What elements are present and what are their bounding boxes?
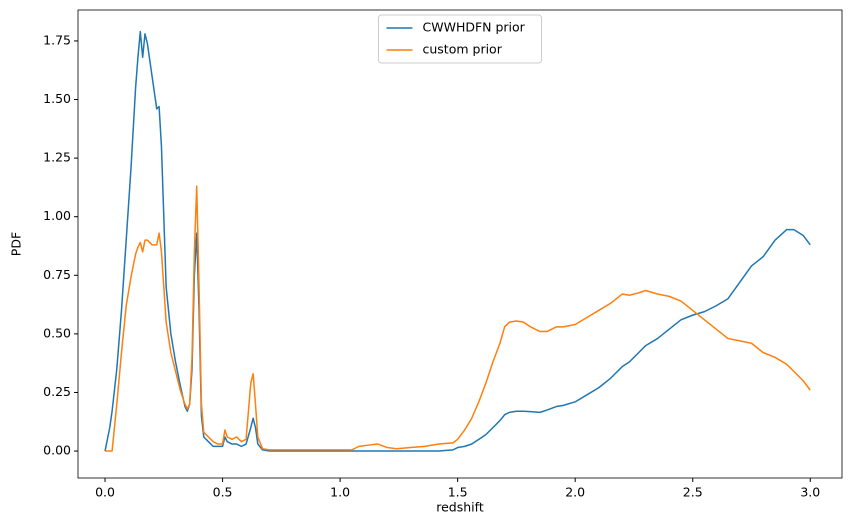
y-tick-label: 1.00: [43, 208, 71, 223]
y-tick-label: 0.50: [43, 325, 71, 340]
legend-label: custom prior: [423, 42, 503, 57]
y-tick-label: 1.25: [43, 150, 71, 165]
y-tick-label: 0.75: [43, 267, 71, 282]
y-tick-label: 1.50: [43, 91, 71, 106]
y-axis-label: PDF: [9, 232, 24, 256]
x-tick-label: 1.5: [448, 485, 468, 500]
legend-label: CWWHDFN prior: [423, 20, 526, 35]
y-tick-label: 1.75: [43, 32, 71, 47]
legend-box: [378, 14, 542, 64]
x-tick-label: 1.0: [330, 485, 350, 500]
x-tick-label: 0.0: [95, 485, 115, 500]
y-tick-label: 0.00: [43, 443, 71, 458]
x-tick-label: 0.5: [213, 485, 233, 500]
y-tick-label: 0.25: [43, 384, 71, 399]
x-axis-label: redshift: [436, 500, 484, 515]
series-line: [104, 30, 811, 452]
x-tick-label: 3.0: [800, 485, 820, 500]
series-line: [105, 185, 811, 452]
x-tick-label: 2.5: [683, 485, 703, 500]
axes-frame: [77, 9, 843, 479]
x-tick-label: 2.0: [565, 485, 585, 500]
